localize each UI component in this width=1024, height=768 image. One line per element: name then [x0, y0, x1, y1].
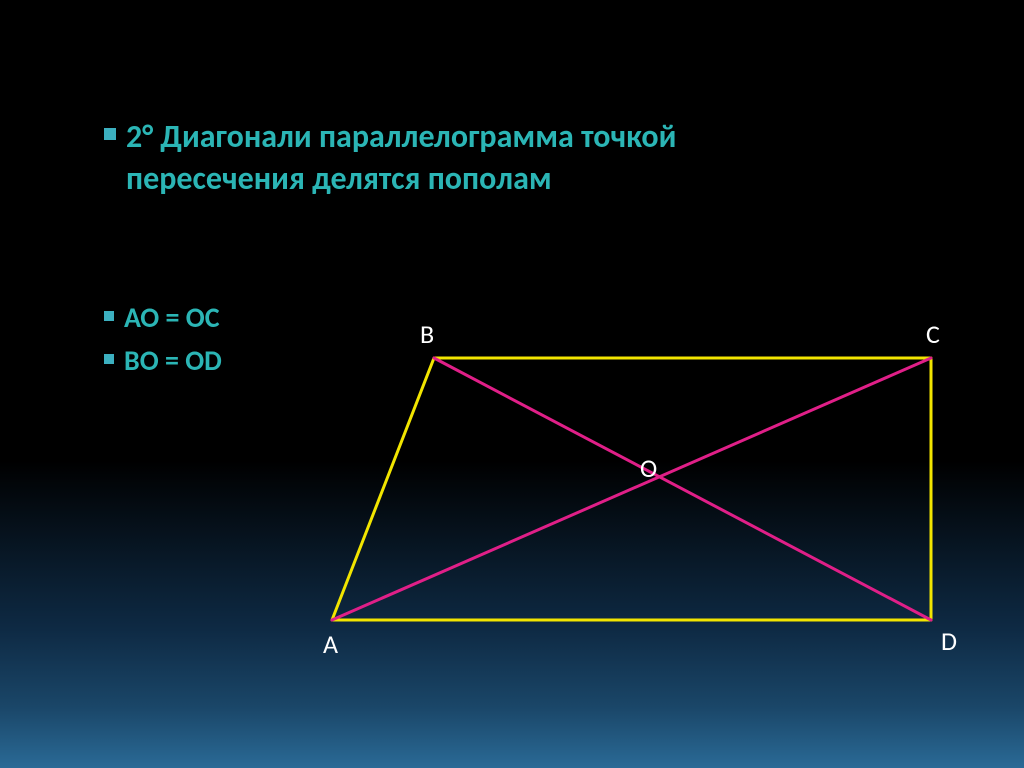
- vertex-label-D: D: [941, 625, 957, 657]
- edge-A-C: [332, 358, 931, 620]
- vertex-label-B: B: [420, 318, 434, 350]
- vertex-label-C: C: [926, 318, 940, 350]
- vertex-label-O: O: [640, 452, 657, 484]
- edge-B-D: [434, 358, 931, 620]
- parallelogram-diagram: [0, 0, 1024, 768]
- vertex-label-A: A: [323, 628, 338, 660]
